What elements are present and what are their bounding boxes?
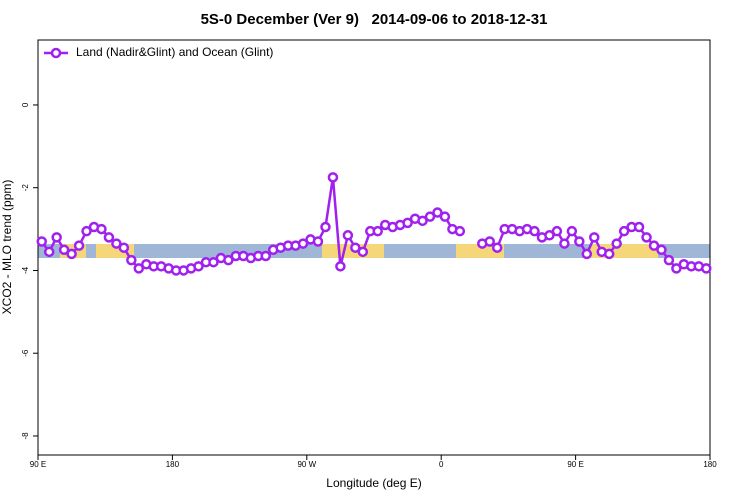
data-point	[529, 225, 540, 237]
chart-title: 5S-0 December (Ver 9) 2014-09-06 to 2018…	[201, 11, 548, 28]
data-point	[424, 211, 436, 222]
data-point	[81, 225, 92, 237]
data-point	[544, 230, 555, 241]
data-point	[663, 254, 675, 266]
data-point	[320, 221, 331, 233]
data-point	[193, 261, 204, 272]
data-point	[611, 238, 622, 249]
data-point	[36, 236, 47, 247]
data-point	[111, 238, 122, 249]
data-point	[633, 221, 645, 233]
data-point	[603, 248, 615, 260]
data-point	[701, 263, 712, 274]
data-point	[439, 211, 451, 222]
data-point	[641, 232, 652, 243]
data-point	[671, 263, 682, 274]
data-point	[58, 244, 70, 256]
x-tick-label: 90 E	[30, 460, 46, 469]
data-point	[133, 263, 145, 274]
data-point	[589, 232, 600, 243]
x-tick-label: 90 E	[567, 460, 583, 469]
data-point	[126, 254, 137, 266]
x-tick-label: 0	[439, 460, 444, 469]
data-point	[208, 256, 219, 268]
data-point	[551, 225, 563, 237]
data-point	[357, 246, 369, 258]
data-point	[559, 238, 570, 249]
data-point	[66, 248, 77, 260]
data-point	[260, 250, 271, 262]
data-point	[297, 238, 309, 249]
data-point	[350, 242, 361, 253]
legend-marker	[50, 47, 62, 59]
x-tick-label: 180	[166, 460, 180, 469]
y-tick-label: 0	[21, 102, 30, 107]
data-point	[342, 230, 354, 241]
data-point	[372, 225, 383, 237]
data-point	[335, 261, 346, 272]
data-point	[96, 223, 107, 235]
data-point	[118, 242, 130, 253]
data-point	[43, 246, 55, 258]
plot-frame	[37, 39, 711, 456]
x-axis-label: Longitude (deg E)	[326, 476, 421, 490]
data-point	[402, 217, 413, 229]
data-point	[618, 225, 630, 237]
data-point	[454, 225, 466, 237]
y-tick-label: -8	[21, 432, 30, 440]
y-tick-label: -6	[21, 349, 30, 357]
data-point	[432, 207, 443, 218]
data-point	[51, 232, 62, 243]
data-point	[484, 236, 495, 247]
data-point	[312, 236, 324, 247]
data-point	[73, 240, 85, 251]
data-point	[327, 172, 339, 183]
data-point	[103, 232, 115, 243]
data-point	[648, 240, 660, 251]
legend-label: Land (Nadir&Glint) and Ocean (Glint)	[76, 45, 273, 59]
data-point	[574, 236, 585, 247]
y-tick-label: -2	[21, 184, 30, 192]
x-tick-label: 90 W	[297, 460, 316, 469]
data-point	[223, 254, 234, 266]
x-tick-label: 180	[703, 460, 717, 469]
y-axis-label: XCO2 - MLO trend (ppm)	[0, 180, 14, 315]
data-point	[417, 215, 428, 227]
data-point	[491, 242, 503, 253]
data-point	[656, 244, 667, 256]
data-point	[566, 225, 578, 237]
data-point	[581, 248, 593, 260]
y-tick-label: -4	[21, 266, 30, 274]
